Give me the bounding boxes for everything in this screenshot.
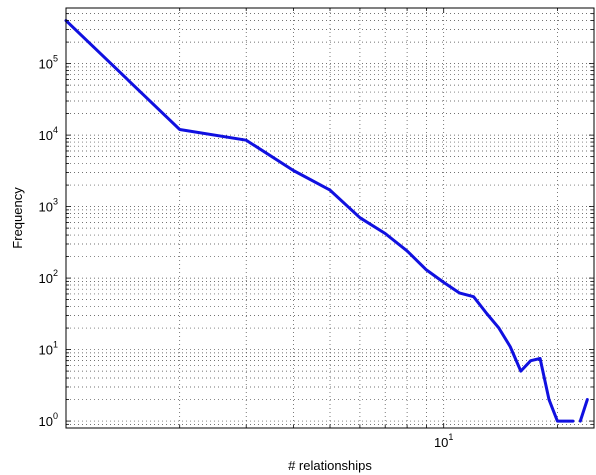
grid bbox=[66, 8, 594, 428]
series bbox=[64, 19, 589, 423]
ticks: 100 101 102 103 104 105 101 bbox=[39, 8, 594, 450]
y-axis-label: Frequency bbox=[10, 187, 25, 249]
x-tick-label: 101 bbox=[434, 432, 453, 450]
y-tick-label: 105 bbox=[39, 54, 58, 72]
y-tick-label: 100 bbox=[39, 411, 58, 429]
y-tick-label: 103 bbox=[39, 197, 58, 215]
y-tick-label: 102 bbox=[39, 268, 58, 286]
y-tick-label: 104 bbox=[39, 125, 58, 143]
y-tick-label: 101 bbox=[39, 340, 58, 358]
series-line bbox=[64, 19, 575, 423]
series-line bbox=[578, 398, 589, 423]
x-axis-label: # relationships bbox=[288, 458, 372, 473]
